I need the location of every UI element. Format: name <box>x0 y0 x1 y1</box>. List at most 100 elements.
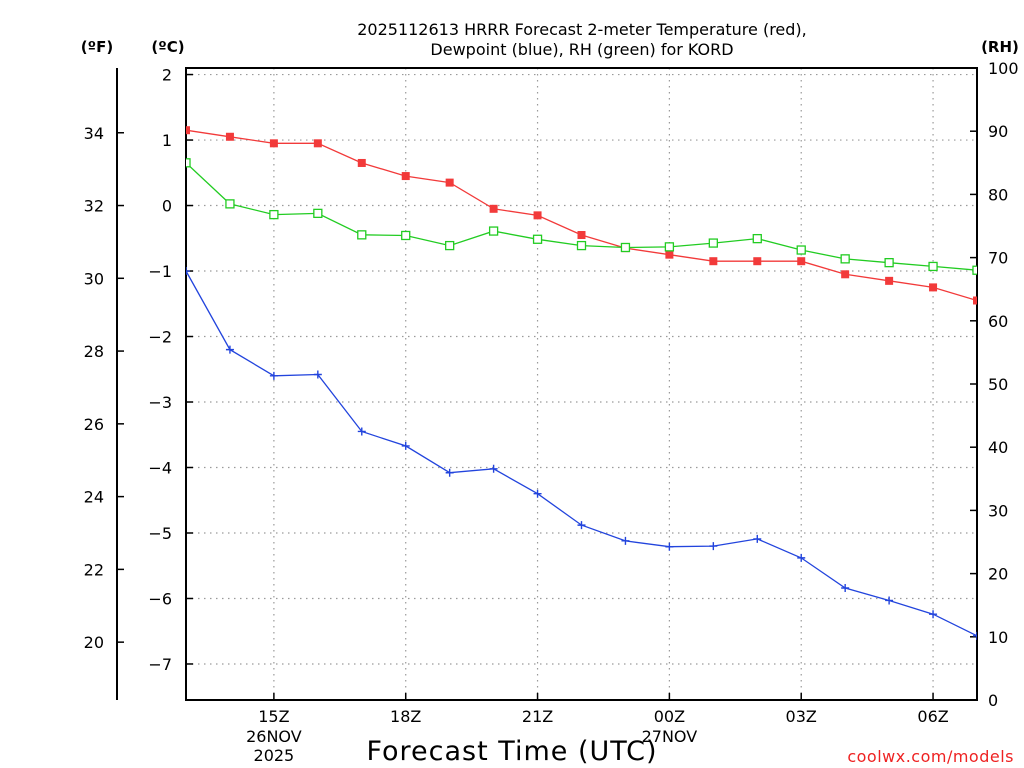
dewpoint-point <box>489 464 498 473</box>
series-layer <box>186 126 977 640</box>
rh-point <box>708 238 718 248</box>
fahrenheit-tick-label: 26 <box>84 415 104 434</box>
x-tick-label: 18Z <box>390 707 421 726</box>
rh-point <box>972 265 977 275</box>
rh-point <box>664 242 675 252</box>
dewpoint-point <box>269 371 278 380</box>
2-meter-temperature-point <box>533 211 542 220</box>
x-tick-label: 06Z <box>917 707 948 726</box>
dewpoint-point <box>533 489 542 498</box>
fahrenheit-tick-label: 32 <box>84 197 104 216</box>
celsius-tick-label: 0 <box>162 197 172 216</box>
series-group <box>186 126 977 640</box>
dewpoint-point <box>313 370 322 379</box>
rh-tick-label: 10 <box>988 628 1008 647</box>
dewpoint-point <box>445 468 454 477</box>
x-date-label: 2025 <box>254 746 295 765</box>
dewpoint-point <box>709 542 718 551</box>
dewpoint-point <box>973 631 977 640</box>
rh-point <box>576 240 587 251</box>
fahrenheit-tick-label: 22 <box>84 560 104 579</box>
rh-point <box>532 234 543 244</box>
dewpoint-point <box>665 542 674 551</box>
rh-tick-label: 50 <box>988 375 1008 394</box>
rh-point <box>620 242 631 253</box>
dewpoint-point <box>577 521 586 530</box>
rh-point <box>269 209 279 220</box>
celsius-tick-label: −5 <box>148 524 172 543</box>
dewpoint-point <box>357 427 366 436</box>
celsius-tick-label: −2 <box>148 328 172 347</box>
dewpoint-point <box>885 596 894 605</box>
2-meter-temperature-point <box>489 204 498 213</box>
x-date-label: 26NOV <box>246 727 302 746</box>
x-tick-label: 15Z <box>258 707 289 726</box>
rh-tick-label: 0 <box>988 691 998 710</box>
x-tick-label: 03Z <box>786 707 817 726</box>
dewpoint-point <box>401 441 410 450</box>
rh-point <box>313 208 323 219</box>
rh-tick-label: 100 <box>988 59 1019 78</box>
rh-tick-label: 20 <box>988 565 1008 584</box>
x-date-label: 27NOV <box>642 727 698 746</box>
celsius-tick-label: −4 <box>148 459 172 478</box>
x-tick-label: 00Z <box>654 707 685 726</box>
rh-tick-label: 90 <box>988 122 1008 141</box>
dewpoint-point <box>186 267 190 276</box>
dewpoint-point <box>753 534 762 543</box>
celsius-tick-label: 2 <box>162 66 172 85</box>
rh-point <box>357 230 367 240</box>
rh-point <box>884 258 894 268</box>
celsius-tick-label: −3 <box>148 393 172 412</box>
rh-point <box>186 158 191 168</box>
fahrenheit-tick-label: 28 <box>84 342 104 361</box>
2-meter-temperature-point <box>577 231 586 240</box>
fahrenheit-unit-label: (ºF) <box>81 38 113 56</box>
dewpoint-point <box>841 584 850 593</box>
x-axis-title: Forecast Time (UTC) <box>366 736 657 767</box>
2-meter-temperature-point <box>313 139 322 148</box>
fahrenheit-tick-label: 20 <box>84 633 104 652</box>
rh-point <box>225 199 235 209</box>
2-meter-temperature-point <box>753 257 762 266</box>
2-meter-temperature-point <box>929 283 938 292</box>
2-meter-temperature-point <box>401 172 410 181</box>
fahrenheit-tick-label: 30 <box>84 269 104 288</box>
rh-tick-label: 60 <box>988 312 1008 331</box>
2-meter-temperature-point <box>885 276 894 285</box>
chart-title-line2: Dewpoint (blue), RH (green) for KORD <box>430 40 733 59</box>
dewpoint-point <box>225 345 234 354</box>
celsius-tick-label: −6 <box>148 589 172 608</box>
dewpoint-point <box>797 553 806 562</box>
celsius-tick-label: 1 <box>162 131 172 150</box>
2-meter-temperature-point <box>841 270 850 279</box>
rh-point <box>928 261 938 272</box>
rh-tick-label: 70 <box>988 249 1008 268</box>
rh-tick-label: 30 <box>988 501 1008 520</box>
credit-text: coolwx.com/models <box>847 747 1014 766</box>
celsius-unit-label: (ºC) <box>151 38 184 56</box>
fahrenheit-tick-label: 34 <box>84 124 104 143</box>
dewpoint-point <box>621 536 630 545</box>
2-meter-temperature-point <box>709 257 718 266</box>
2-meter-temperature-point <box>445 178 454 187</box>
rh-point <box>840 254 850 264</box>
rh-point <box>445 240 455 251</box>
2-meter-temperature-point <box>973 296 977 305</box>
chart-title-line1: 2025112613 HRRR Forecast 2-meter Tempera… <box>357 20 807 39</box>
axes: 210−1−2−3−4−5−6−734323028262422201009080… <box>84 59 1019 765</box>
2-meter-temperature-point <box>797 257 806 266</box>
rh-point <box>488 226 499 236</box>
2-meter-temperature-point <box>186 126 190 135</box>
celsius-tick-label: −7 <box>148 655 172 674</box>
rh-point <box>401 230 411 241</box>
2-meter-temperature-point <box>357 158 366 167</box>
2-meter-temperature-point <box>225 132 234 141</box>
rh-tick-label: 40 <box>988 438 1008 457</box>
dewpoint-point <box>929 610 938 619</box>
fahrenheit-tick-label: 24 <box>84 488 104 507</box>
rh-unit-label: (RH) <box>981 38 1019 56</box>
rh-point <box>796 245 806 255</box>
